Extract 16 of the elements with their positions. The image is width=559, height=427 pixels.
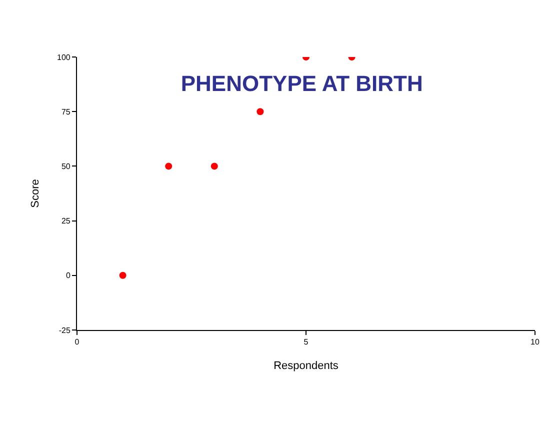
y-tick-label: 25 [61, 216, 71, 226]
x-tick-label: 10 [530, 338, 540, 347]
y-tick-label: 75 [61, 107, 71, 116]
y-tick-label: 0 [66, 271, 71, 280]
x-tick-label: 0 [74, 338, 80, 347]
y-tick-label: 50 [61, 162, 71, 171]
point [256, 108, 264, 116]
point [210, 162, 218, 170]
y-tick-label: -25 [58, 326, 71, 335]
point [165, 162, 172, 170]
y-tick-label: 100 [57, 52, 71, 62]
point [119, 272, 126, 279]
y-axis-title: Score [30, 179, 42, 208]
x-tick-label: 5 [304, 338, 309, 347]
text: PHENOTYPE AT BIRTH [180, 70, 423, 96]
x-axis-title: Respondents [274, 360, 339, 372]
